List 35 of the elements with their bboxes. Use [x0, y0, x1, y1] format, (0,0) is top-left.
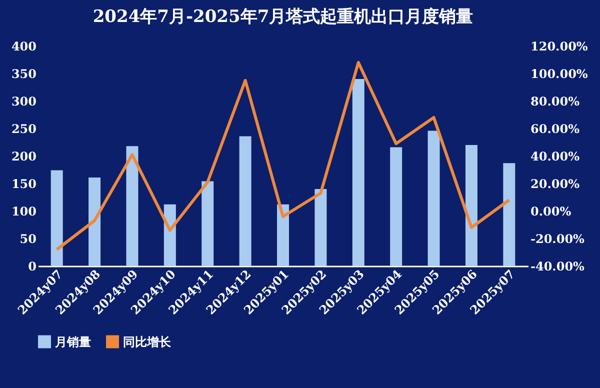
- y-tick-label: 150: [11, 177, 36, 191]
- legend-label: 月销量: [54, 334, 91, 349]
- y2-tick-label: 20.00%: [530, 177, 580, 191]
- y-tick-label: 100: [11, 204, 36, 218]
- y-tick-label: 350: [11, 67, 36, 81]
- y2-tick-label: -20.00%: [530, 232, 586, 246]
- y-tick-label: 0: [28, 260, 36, 274]
- legend-label: 同比增长: [123, 334, 172, 349]
- y2-tick-label: 100.00%: [530, 67, 588, 81]
- y-tick-label: 400: [11, 40, 36, 54]
- bar: [202, 181, 214, 266]
- y2-tick-label: 0.00%: [530, 204, 572, 218]
- bar: [50, 170, 63, 266]
- bar: [239, 136, 252, 266]
- bar: [390, 147, 402, 266]
- bar: [126, 146, 138, 266]
- y-tick-label: 50: [20, 232, 36, 246]
- y2-tick-label: 40.00%: [530, 150, 580, 164]
- bar: [465, 145, 478, 266]
- bar: [314, 189, 327, 266]
- bar: [352, 79, 364, 266]
- y-tick-label: 200: [11, 150, 36, 164]
- y2-tick-label: 120.00%: [530, 40, 588, 54]
- y2-tick-label: -40.00%: [530, 260, 586, 274]
- bar: [88, 177, 101, 266]
- bar: [503, 163, 516, 266]
- y-tick-label: 300: [11, 94, 36, 108]
- line-series: [55, 61, 511, 251]
- y-tick-label: 250: [11, 122, 36, 136]
- bar: [428, 130, 440, 266]
- chart-title: 2024年7月-2025年7月塔式起重机出口月度销量: [92, 7, 474, 27]
- bar: [277, 204, 289, 266]
- y2-tick-label: 80.00%: [530, 94, 580, 108]
- y2-tick-label: 60.00%: [530, 122, 580, 136]
- bar: [164, 204, 176, 266]
